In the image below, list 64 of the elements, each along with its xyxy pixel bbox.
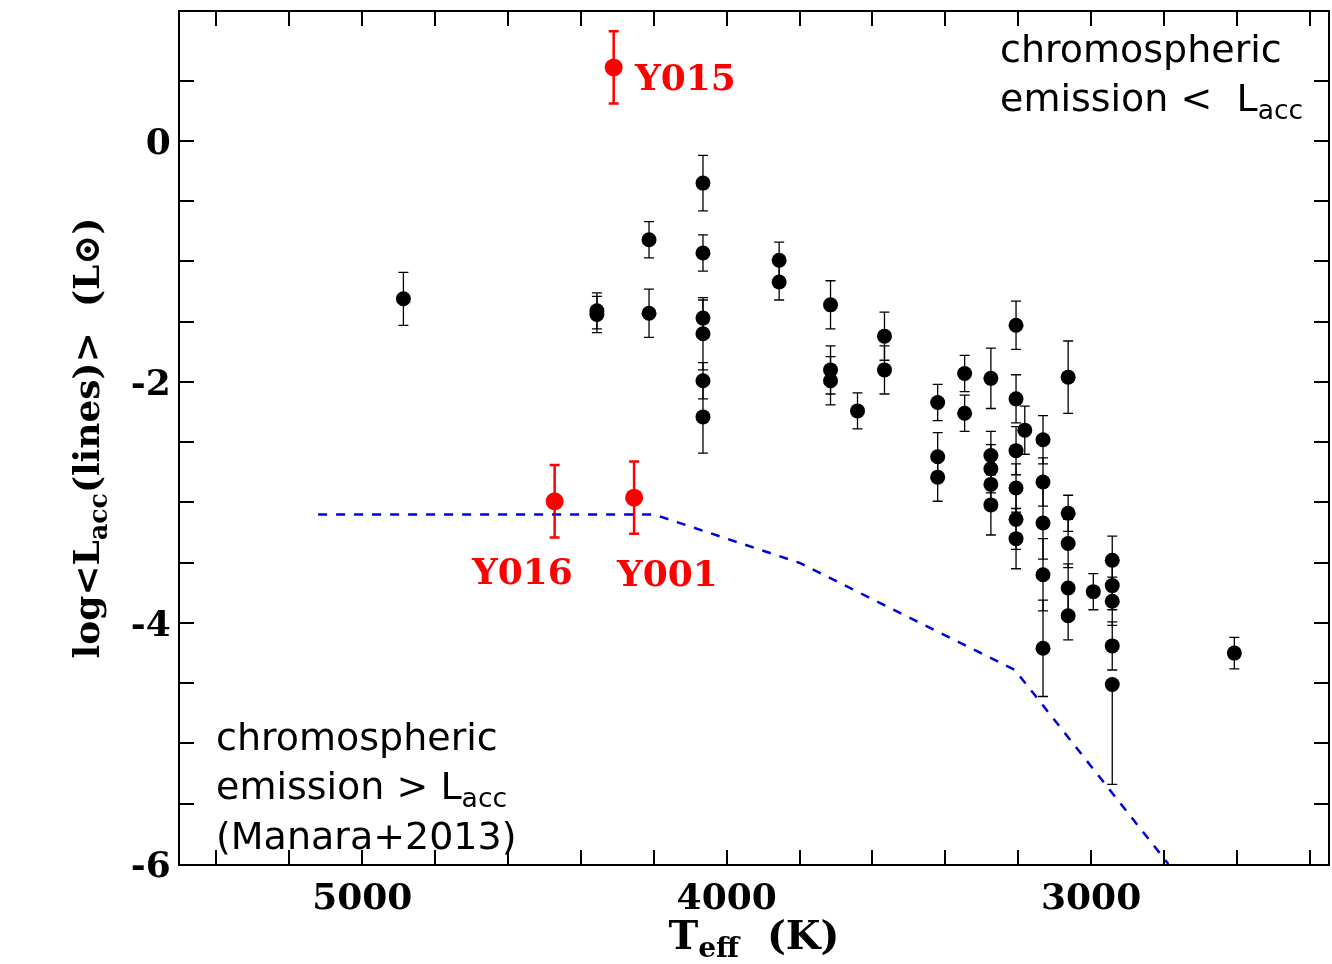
point bbox=[1035, 474, 1051, 490]
point bbox=[983, 497, 999, 513]
y-tick-label: -6 bbox=[130, 842, 171, 885]
point bbox=[983, 476, 999, 492]
x-tick-label: 3000 bbox=[1041, 875, 1142, 918]
point bbox=[1060, 608, 1076, 624]
point bbox=[1104, 552, 1120, 568]
y-tick-label: -2 bbox=[130, 360, 171, 403]
point bbox=[695, 175, 711, 191]
point bbox=[1060, 505, 1076, 521]
point bbox=[850, 403, 865, 419]
point bbox=[641, 232, 657, 248]
point bbox=[930, 469, 946, 485]
annotation: Y016 bbox=[471, 550, 573, 592]
point bbox=[604, 58, 623, 77]
point bbox=[1060, 535, 1076, 551]
point bbox=[1008, 391, 1024, 407]
y-tick-label: -4 bbox=[130, 601, 171, 644]
point bbox=[1035, 432, 1051, 448]
point bbox=[1035, 515, 1051, 531]
point bbox=[1035, 640, 1051, 656]
point bbox=[1008, 511, 1024, 527]
point bbox=[1017, 422, 1033, 438]
point bbox=[695, 326, 711, 342]
point bbox=[1104, 676, 1120, 692]
point bbox=[876, 328, 892, 344]
point bbox=[545, 492, 564, 511]
point bbox=[1008, 443, 1024, 459]
point bbox=[695, 409, 711, 425]
point bbox=[930, 449, 946, 465]
x-tick-label: 5000 bbox=[312, 875, 413, 918]
point bbox=[1035, 567, 1051, 583]
point bbox=[983, 461, 999, 477]
point bbox=[930, 394, 946, 410]
point bbox=[1008, 531, 1024, 547]
point bbox=[1060, 580, 1076, 596]
point bbox=[771, 252, 787, 268]
point bbox=[1226, 645, 1242, 661]
point bbox=[876, 362, 892, 378]
point bbox=[1060, 369, 1076, 385]
annotation: chromospheric emission > L$_{acc}$ (Manara+2013) bbox=[216, 715, 517, 858]
annotation: chromospheric emission < L$_{acc}$ bbox=[1000, 27, 1304, 126]
point bbox=[957, 366, 973, 382]
point bbox=[695, 373, 711, 389]
point bbox=[1008, 317, 1024, 333]
point bbox=[983, 370, 999, 386]
point bbox=[1104, 638, 1120, 654]
point bbox=[1104, 593, 1120, 609]
point bbox=[1085, 584, 1101, 600]
point bbox=[641, 305, 657, 321]
point bbox=[771, 274, 787, 290]
point bbox=[1104, 578, 1120, 594]
point bbox=[983, 447, 999, 463]
annotation: Y015 bbox=[634, 56, 736, 98]
point bbox=[395, 291, 411, 307]
point bbox=[695, 245, 711, 261]
annotation: Y001 bbox=[616, 552, 718, 594]
point bbox=[957, 405, 973, 421]
y-tick-label: 0 bbox=[145, 119, 171, 162]
point bbox=[823, 297, 839, 313]
point bbox=[1008, 480, 1024, 496]
point bbox=[695, 310, 711, 326]
point bbox=[823, 373, 839, 389]
point bbox=[625, 488, 644, 507]
